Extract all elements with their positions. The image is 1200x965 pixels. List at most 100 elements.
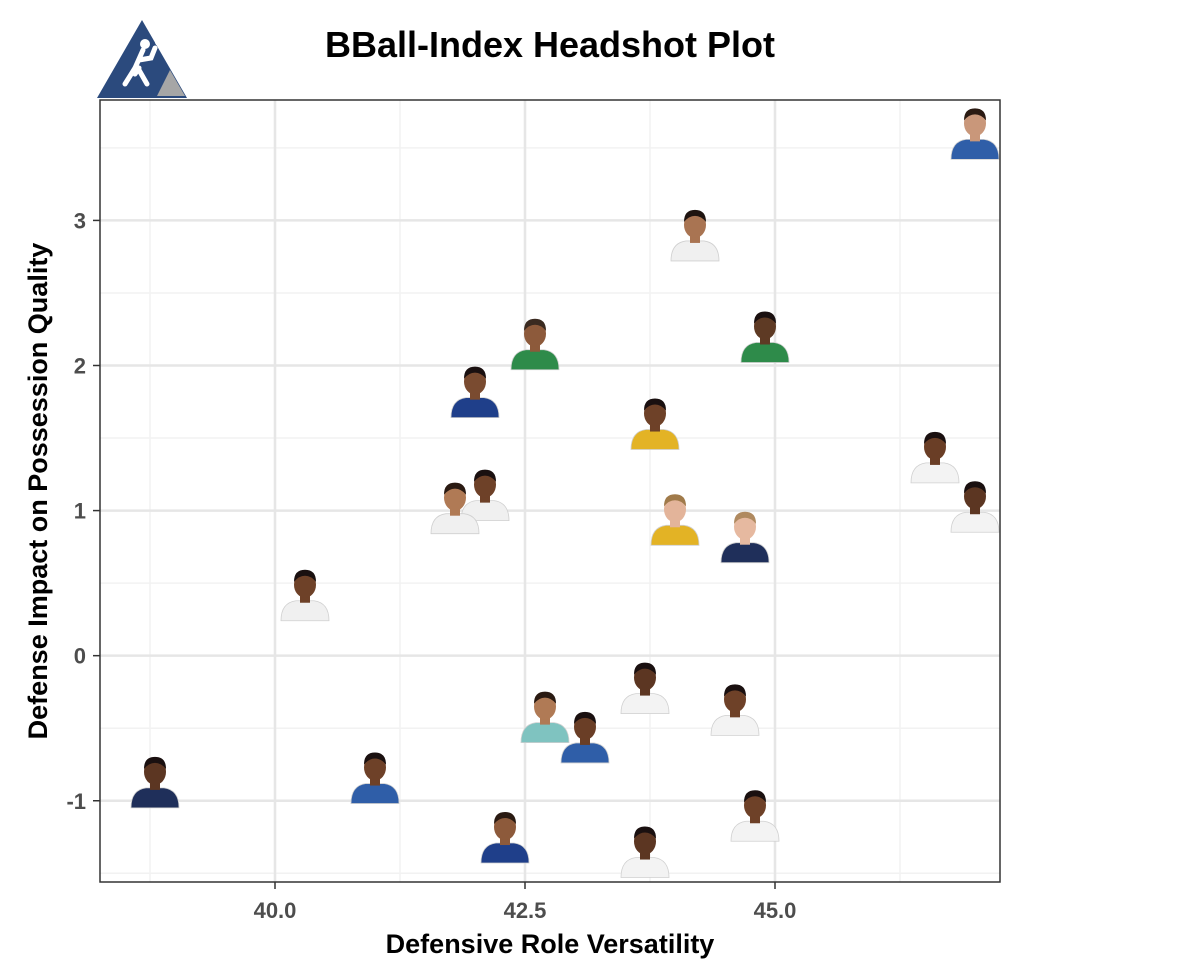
jersey-shape [130, 787, 180, 809]
head-shape [664, 496, 686, 523]
x-tick-label: 40.0 [254, 898, 297, 923]
player-headshot-point [670, 209, 720, 262]
player-headshot-point [630, 398, 680, 450]
jersey-shape [510, 349, 560, 371]
head-shape [964, 110, 986, 137]
player-headshot-point [130, 756, 180, 809]
head-shape [444, 484, 466, 511]
neck-shape [730, 708, 740, 718]
jersey-shape [910, 462, 960, 484]
neck-shape [760, 335, 770, 345]
player-headshot-point [950, 108, 1000, 160]
head-shape [644, 400, 666, 427]
jersey-shape [950, 511, 1000, 533]
hair-shape [684, 209, 706, 222]
player-headshot-point [620, 826, 670, 878]
head-shape [634, 664, 656, 691]
hair-shape [634, 826, 656, 839]
head-shape [754, 313, 776, 340]
jersey-shape [670, 240, 720, 262]
neck-shape [640, 686, 650, 696]
neck-shape [930, 455, 940, 465]
jersey-shape [350, 783, 400, 804]
hair-shape [964, 481, 986, 494]
player-headshot-point [460, 469, 510, 522]
head-shape [144, 758, 166, 785]
player-headshot-point [710, 684, 760, 736]
hair-shape [144, 756, 166, 769]
jersey-shape [620, 693, 670, 714]
player-headshot-point [280, 569, 330, 622]
player-headshot-point [430, 482, 480, 535]
neck-shape [370, 776, 380, 786]
player-headshot-point [480, 812, 530, 864]
player-headshot-point [510, 318, 560, 371]
neck-shape [670, 518, 680, 528]
neck-shape [690, 233, 700, 243]
neck-shape [480, 493, 490, 503]
neck-shape [970, 505, 980, 515]
hair-shape [464, 366, 486, 379]
head-shape [464, 368, 486, 395]
basketball-player-logo-icon [97, 20, 187, 98]
grid [100, 100, 1000, 882]
head-shape [494, 814, 516, 841]
hair-shape [444, 482, 466, 495]
hair-shape [754, 311, 776, 324]
neck-shape [540, 715, 550, 725]
player-headshot-point [560, 711, 610, 764]
player-headshot-point [740, 311, 790, 363]
player-headshot-point [650, 494, 700, 546]
brand-logo [95, 18, 190, 105]
hair-shape [964, 108, 986, 121]
neck-shape [500, 836, 510, 846]
head-shape [574, 713, 596, 740]
neck-shape [580, 735, 590, 745]
x-axis-ticks: 40.0 42.5 45.0 [254, 882, 797, 923]
y-tick-label: 0 [74, 644, 86, 669]
head-shape [724, 686, 746, 713]
player-headshot-point [620, 662, 670, 714]
neck-shape [740, 535, 750, 545]
hair-shape [664, 494, 686, 507]
neck-shape [750, 814, 760, 824]
hair-shape [574, 711, 596, 724]
player-headshot-point [520, 691, 570, 744]
neck-shape [450, 506, 460, 516]
neck-shape [970, 132, 980, 142]
x-axis-title: Defensive Role Versatility [386, 929, 715, 959]
hair-shape [724, 684, 746, 697]
jersey-shape [460, 500, 510, 522]
player-headshot-point [450, 366, 500, 419]
y-tick-label: 3 [74, 208, 86, 233]
jersey-shape [620, 857, 670, 878]
y-axis-title: Defense Impact on Possession Quality [23, 243, 53, 740]
jersey-shape [450, 397, 500, 419]
jersey-shape [520, 722, 570, 744]
player-headshot-point [950, 481, 1000, 533]
plot-border [99, 99, 1001, 883]
hair-shape [364, 752, 386, 765]
jersey-shape [950, 138, 1000, 160]
player-headshot-point [730, 790, 780, 842]
head-shape [524, 320, 546, 347]
y-axis-ticks: -1 0 1 2 3 [66, 208, 100, 814]
x-tick-label: 42.5 [504, 898, 547, 923]
jersey-shape [730, 820, 780, 842]
y-tick-label: 1 [74, 499, 86, 524]
y-tick-label: -1 [66, 789, 86, 814]
head-shape [924, 433, 946, 460]
neck-shape [150, 780, 160, 790]
head-shape [684, 211, 706, 238]
head-shape [734, 513, 756, 540]
neck-shape [530, 342, 540, 352]
neck-shape [300, 593, 310, 603]
hair-shape [734, 511, 756, 524]
x-tick-label: 45.0 [754, 898, 797, 923]
y-tick-label: 2 [74, 354, 86, 379]
hair-shape [924, 431, 946, 444]
jersey-shape [280, 600, 330, 622]
jersey-shape [720, 542, 770, 564]
head-shape [294, 571, 316, 598]
hair-shape [534, 691, 556, 704]
